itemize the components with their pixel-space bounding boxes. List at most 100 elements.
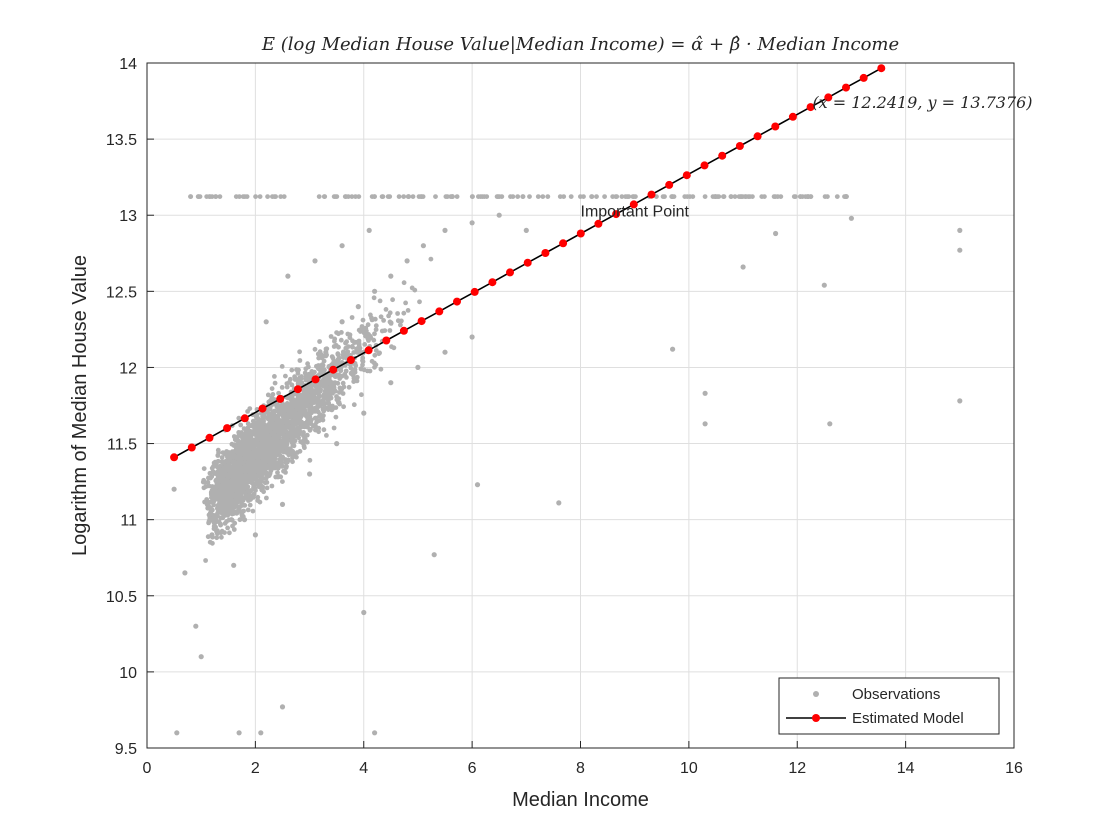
observation-point [276,444,282,449]
observation-point [206,503,212,509]
observation-point [333,388,338,394]
observation-point [379,328,385,334]
observation-point [311,423,316,429]
observation-point [702,390,708,396]
observation-point [333,360,339,366]
observation-point [288,397,294,403]
y-tick-label: 11.5 [107,437,137,454]
y-tick-label: 14 [119,56,137,73]
observation-point [270,409,276,415]
observation-point [339,319,345,324]
observation-point [315,396,321,401]
observation-point [624,194,630,200]
observation-point [388,273,394,279]
observation-point [342,194,348,200]
observation-point [535,194,541,200]
observation-point [310,389,316,395]
model-point [453,297,461,306]
observation-point [281,425,287,431]
model-point [541,249,550,257]
observation-point [278,194,284,200]
observation-point [243,485,248,490]
observation-point [478,194,483,200]
observation-point [236,730,242,736]
observation-point [219,534,224,540]
observation-point [351,379,357,384]
observation-point [316,194,322,200]
observation-point [750,194,755,200]
model-point [877,64,886,73]
observation-point [255,428,261,433]
observation-point [263,462,268,468]
observation-point [401,310,407,316]
observation-point [338,366,343,372]
observation-point [276,412,282,418]
observation-point [217,194,223,200]
observation-point [568,194,574,200]
model-point [346,356,355,364]
observation-point [353,194,358,200]
x-tick-label: 6 [468,760,477,777]
observation-point [249,430,255,436]
observation-point [283,402,289,408]
observation-point [387,328,393,333]
observation-point [261,457,267,462]
observation-point [220,460,226,466]
observation-point [297,358,303,363]
model-point [647,190,656,199]
observation-point [227,472,232,477]
observation-point [385,194,391,200]
observation-point [290,441,296,447]
observation-point [247,436,253,442]
observation-point [269,386,275,391]
observation-point [275,465,281,471]
observation-point [355,304,361,310]
observation-point [267,471,273,477]
observation-point [233,484,239,489]
observation-point [236,443,242,449]
observation-point [339,330,344,335]
observation-point [594,194,599,200]
model-point [276,394,285,403]
observation-point [232,453,238,459]
observation-point [256,461,261,466]
observation-point [227,502,233,508]
observation-point [305,420,311,426]
observation-point [227,457,233,463]
model-point [399,326,408,335]
observation-point [259,431,265,436]
x-tick-label: 4 [359,760,368,777]
observation-point [367,333,373,339]
observation-point [290,426,296,432]
observation-point [373,323,379,329]
observation-point [415,364,421,370]
observation-point [216,488,222,494]
observation-point [255,498,261,503]
observation-point [280,431,285,436]
observation-point [235,434,241,440]
observation-point [561,194,567,200]
observation-point [242,503,248,508]
observation-point [442,227,448,233]
observation-point [330,355,336,361]
observation-point [219,505,225,511]
observation-point [557,194,563,200]
observation-point [420,243,426,249]
observation-point [317,339,322,344]
observation-point [614,194,620,200]
observation-point [218,494,224,500]
model-point [506,268,514,277]
model-point [223,424,232,433]
observation-point [284,384,290,390]
observation-point [215,453,221,458]
observation-point [253,194,258,200]
legend-model-marker [812,714,820,722]
observation-point [218,478,224,484]
observation-point [345,331,351,337]
observation-point [290,459,295,465]
observation-point [328,379,333,384]
observation-point [371,360,377,366]
model-point [417,317,426,326]
model-point [788,112,797,121]
observation-point [388,380,394,386]
